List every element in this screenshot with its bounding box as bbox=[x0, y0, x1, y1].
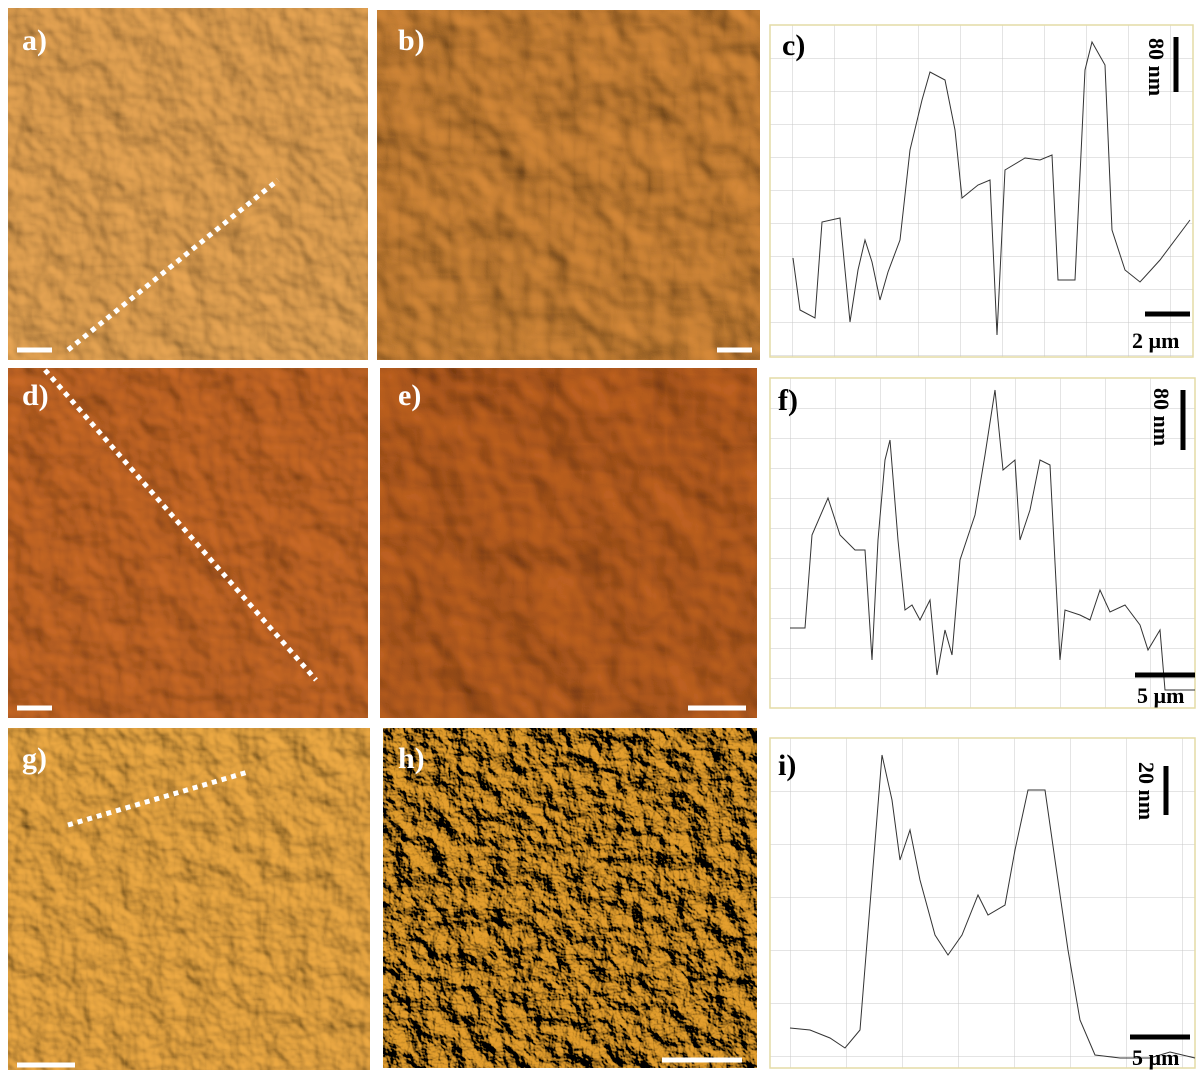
height-scale: 80 nm bbox=[1149, 388, 1174, 446]
figure: a) b) c) d) e) f) g) h) i) 80 nm 2 µm 80… bbox=[0, 0, 1199, 1073]
panel-label: g) bbox=[22, 742, 47, 775]
panel-label: i) bbox=[778, 749, 796, 782]
height-scale: 80 nm bbox=[1144, 38, 1169, 96]
panel-label: h) bbox=[398, 742, 425, 775]
afm-image bbox=[380, 368, 757, 718]
afm-image bbox=[8, 8, 368, 360]
afm-image bbox=[8, 368, 368, 718]
panel-label: d) bbox=[22, 379, 49, 412]
panel-label: a) bbox=[22, 24, 47, 57]
length-scale: 5 µm bbox=[1137, 683, 1185, 708]
panel-label: b) bbox=[398, 24, 425, 57]
afm-image bbox=[383, 728, 757, 1068]
height-scale: 20 nm bbox=[1134, 762, 1159, 820]
length-scale: 5 µm bbox=[1132, 1045, 1180, 1070]
profile-plot bbox=[770, 25, 1195, 1068]
length-scale: 2 µm bbox=[1132, 328, 1180, 353]
panel-label: f) bbox=[778, 384, 798, 417]
panel-label: e) bbox=[398, 379, 421, 412]
panel-label: c) bbox=[782, 29, 805, 62]
afm-image bbox=[8, 728, 370, 1070]
afm-image bbox=[377, 10, 760, 360]
